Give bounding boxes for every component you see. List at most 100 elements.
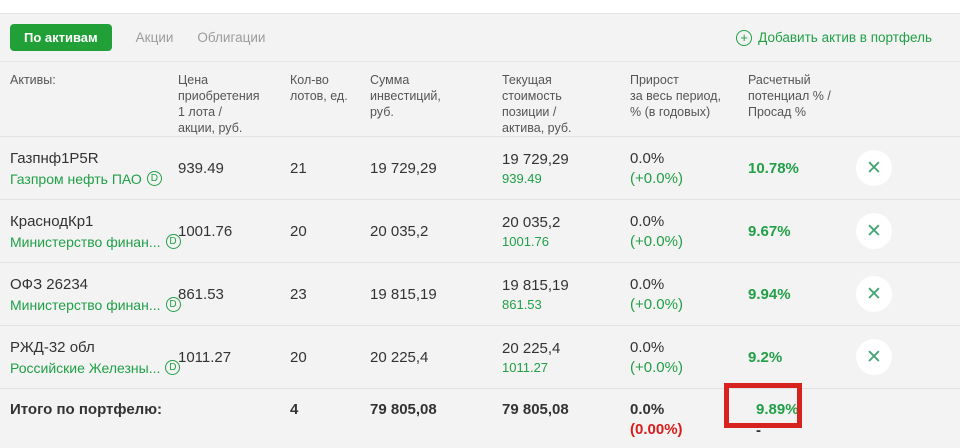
add-asset-link[interactable]: + Добавить актив в портфель [736,29,932,46]
by-assets-button[interactable]: По активам [10,24,112,51]
asset-ticker: РЖД-32 обл [10,338,95,356]
current-unit-price: 861.53 [502,296,542,312]
plus-icon: + [736,29,753,46]
growth-percent: 0.0% [630,338,665,356]
growth-annual: (+0.0%) [630,295,683,313]
purchase-price: 1011.27 [178,348,232,366]
invested-sum: 20 225,4 [370,348,429,366]
asset-name-link[interactable]: Газпром нефть ПАО [10,170,142,187]
purchase-price: 939.49 [178,159,224,177]
header-lots: Кол-во лотов, ед. [290,73,348,103]
total-current: 79 805,08 [502,401,569,418]
growth-cell: 0.0% (+0.0%) [630,150,748,187]
header-price: Цена приобретения 1 лота / акции, руб. [178,73,260,135]
growth-cell: 0.0% (+0.0%) [630,213,748,250]
total-growth-cell: 0.0% (0.00%) [630,401,748,438]
asset-name-link[interactable]: Российские Железны... [10,359,161,376]
total-row: Итого по портфелю: 4 79 805,08 79 805,08… [0,389,960,439]
growth-cell: 0.0% (+0.0%) [630,276,748,313]
close-icon: ✕ [866,220,882,242]
total-potential-cell: 9.89% - [748,401,848,439]
total-potential-drawdown: - [756,422,761,439]
current-value: 20 225,4 [502,339,561,357]
growth-annual: (+0.0%) [630,358,683,376]
tab-stocks[interactable]: Акции [135,30,174,45]
invested-sum: 20 035,2 [370,222,429,240]
current-unit-price: 1011.27 [502,359,549,375]
actions-cell: ✕ [848,213,960,249]
potential-percent: 10.78% [748,159,799,177]
current-cell: 19 729,29 939.49 [502,151,630,186]
remove-asset-button[interactable]: ✕ [856,339,892,375]
remove-asset-button[interactable]: ✕ [856,150,892,186]
asset-name-link[interactable]: Министерство финан... [10,233,161,250]
potential-percent: 9.67% [748,222,791,240]
current-unit-price: 1001.76 [502,233,549,249]
d-badge-icon[interactable]: D [165,360,181,375]
header-assets: Активы: [10,73,56,87]
total-growth: 0.0% [630,401,665,418]
current-value: 20 035,2 [502,213,561,231]
growth-annual: (+0.0%) [630,169,683,187]
lots-count: 21 [290,159,307,177]
invested-sum: 19 729,29 [370,159,437,177]
table-row: ОФЗ 26234 Министерство финан... D 861.53… [0,263,960,326]
remove-asset-button[interactable]: ✕ [856,213,892,249]
current-cell: 20 225,4 1011.27 [502,340,630,375]
asset-cell: РЖД-32 обл Российские Железны... D [10,338,181,376]
table-row: РЖД-32 обл Российские Железны... D 1011.… [0,326,960,389]
portfolio-panel: По активам Акции Облигации + Добавить ак… [0,14,960,448]
growth-cell: 0.0% (+0.0%) [630,339,748,376]
growth-annual: (+0.0%) [630,232,683,250]
asset-name-link[interactable]: Министерство финан... [10,296,161,313]
actions-cell: ✕ [848,339,960,375]
potential-percent: 9.2% [748,348,783,366]
total-label: Итого по портфелю: [10,401,162,418]
current-cell: 20 035,2 1001.76 [502,214,630,249]
remove-asset-button[interactable]: ✕ [856,276,892,312]
total-invested: 79 805,08 [370,401,437,418]
total-potential: 9.89% [756,401,799,418]
header-invested: Сумма инвестиций, руб. [370,73,441,119]
potential-percent: 9.94% [748,285,791,303]
actions-cell: ✕ [848,150,960,186]
invested-sum: 19 815,19 [370,285,437,303]
growth-percent: 0.0% [630,212,665,230]
current-value: 19 815,19 [502,276,569,294]
close-icon: ✕ [866,157,882,179]
d-badge-icon[interactable]: D [165,297,181,312]
page-top-strip [0,0,960,14]
current-value: 19 729,29 [502,150,569,168]
table-row: КраснодКр1 Министерство финан... D 1001.… [0,200,960,263]
purchase-price: 1001.76 [178,222,233,240]
close-icon: ✕ [866,346,882,368]
lots-count: 23 [290,285,307,303]
current-unit-price: 939.49 [502,170,542,186]
asset-ticker: ОФЗ 26234 [10,275,89,293]
d-badge-icon[interactable]: D [146,171,162,186]
d-badge-icon[interactable]: D [165,234,181,249]
asset-ticker: Газпнф1P5R [10,149,99,167]
asset-cell: ОФЗ 26234 Министерство финан... D [10,275,181,313]
total-lots: 4 [290,401,299,418]
total-growth-annual: (0.00%) [630,421,683,438]
current-cell: 19 815,19 861.53 [502,277,630,312]
asset-cell: КраснодКр1 Министерство финан... D [10,212,181,250]
table-row: Газпнф1P5R Газпром нефть ПАО D 939.49 21… [0,137,960,200]
add-asset-label: Добавить актив в портфель [758,30,932,45]
asset-cell: Газпнф1P5R Газпром нефть ПАО D [10,150,178,187]
header-potential: Расчетный потенциал % / Просад % [748,73,831,119]
header-growth: Прирост за весь период, % (в годовых) [630,73,721,119]
close-icon: ✕ [866,283,882,305]
red-highlight-box [724,383,802,428]
purchase-price: 861.53 [178,285,224,303]
actions-cell: ✕ [848,276,960,312]
lots-count: 20 [290,348,307,366]
table-header: Активы: Цена приобретения 1 лота / акции… [0,62,960,137]
header-current: Текущая стоимость позиции / актива, руб. [502,73,572,135]
asset-ticker: КраснодКр1 [10,212,94,230]
growth-percent: 0.0% [630,149,665,167]
lots-count: 20 [290,222,307,240]
tab-bonds[interactable]: Облигации [197,30,266,45]
